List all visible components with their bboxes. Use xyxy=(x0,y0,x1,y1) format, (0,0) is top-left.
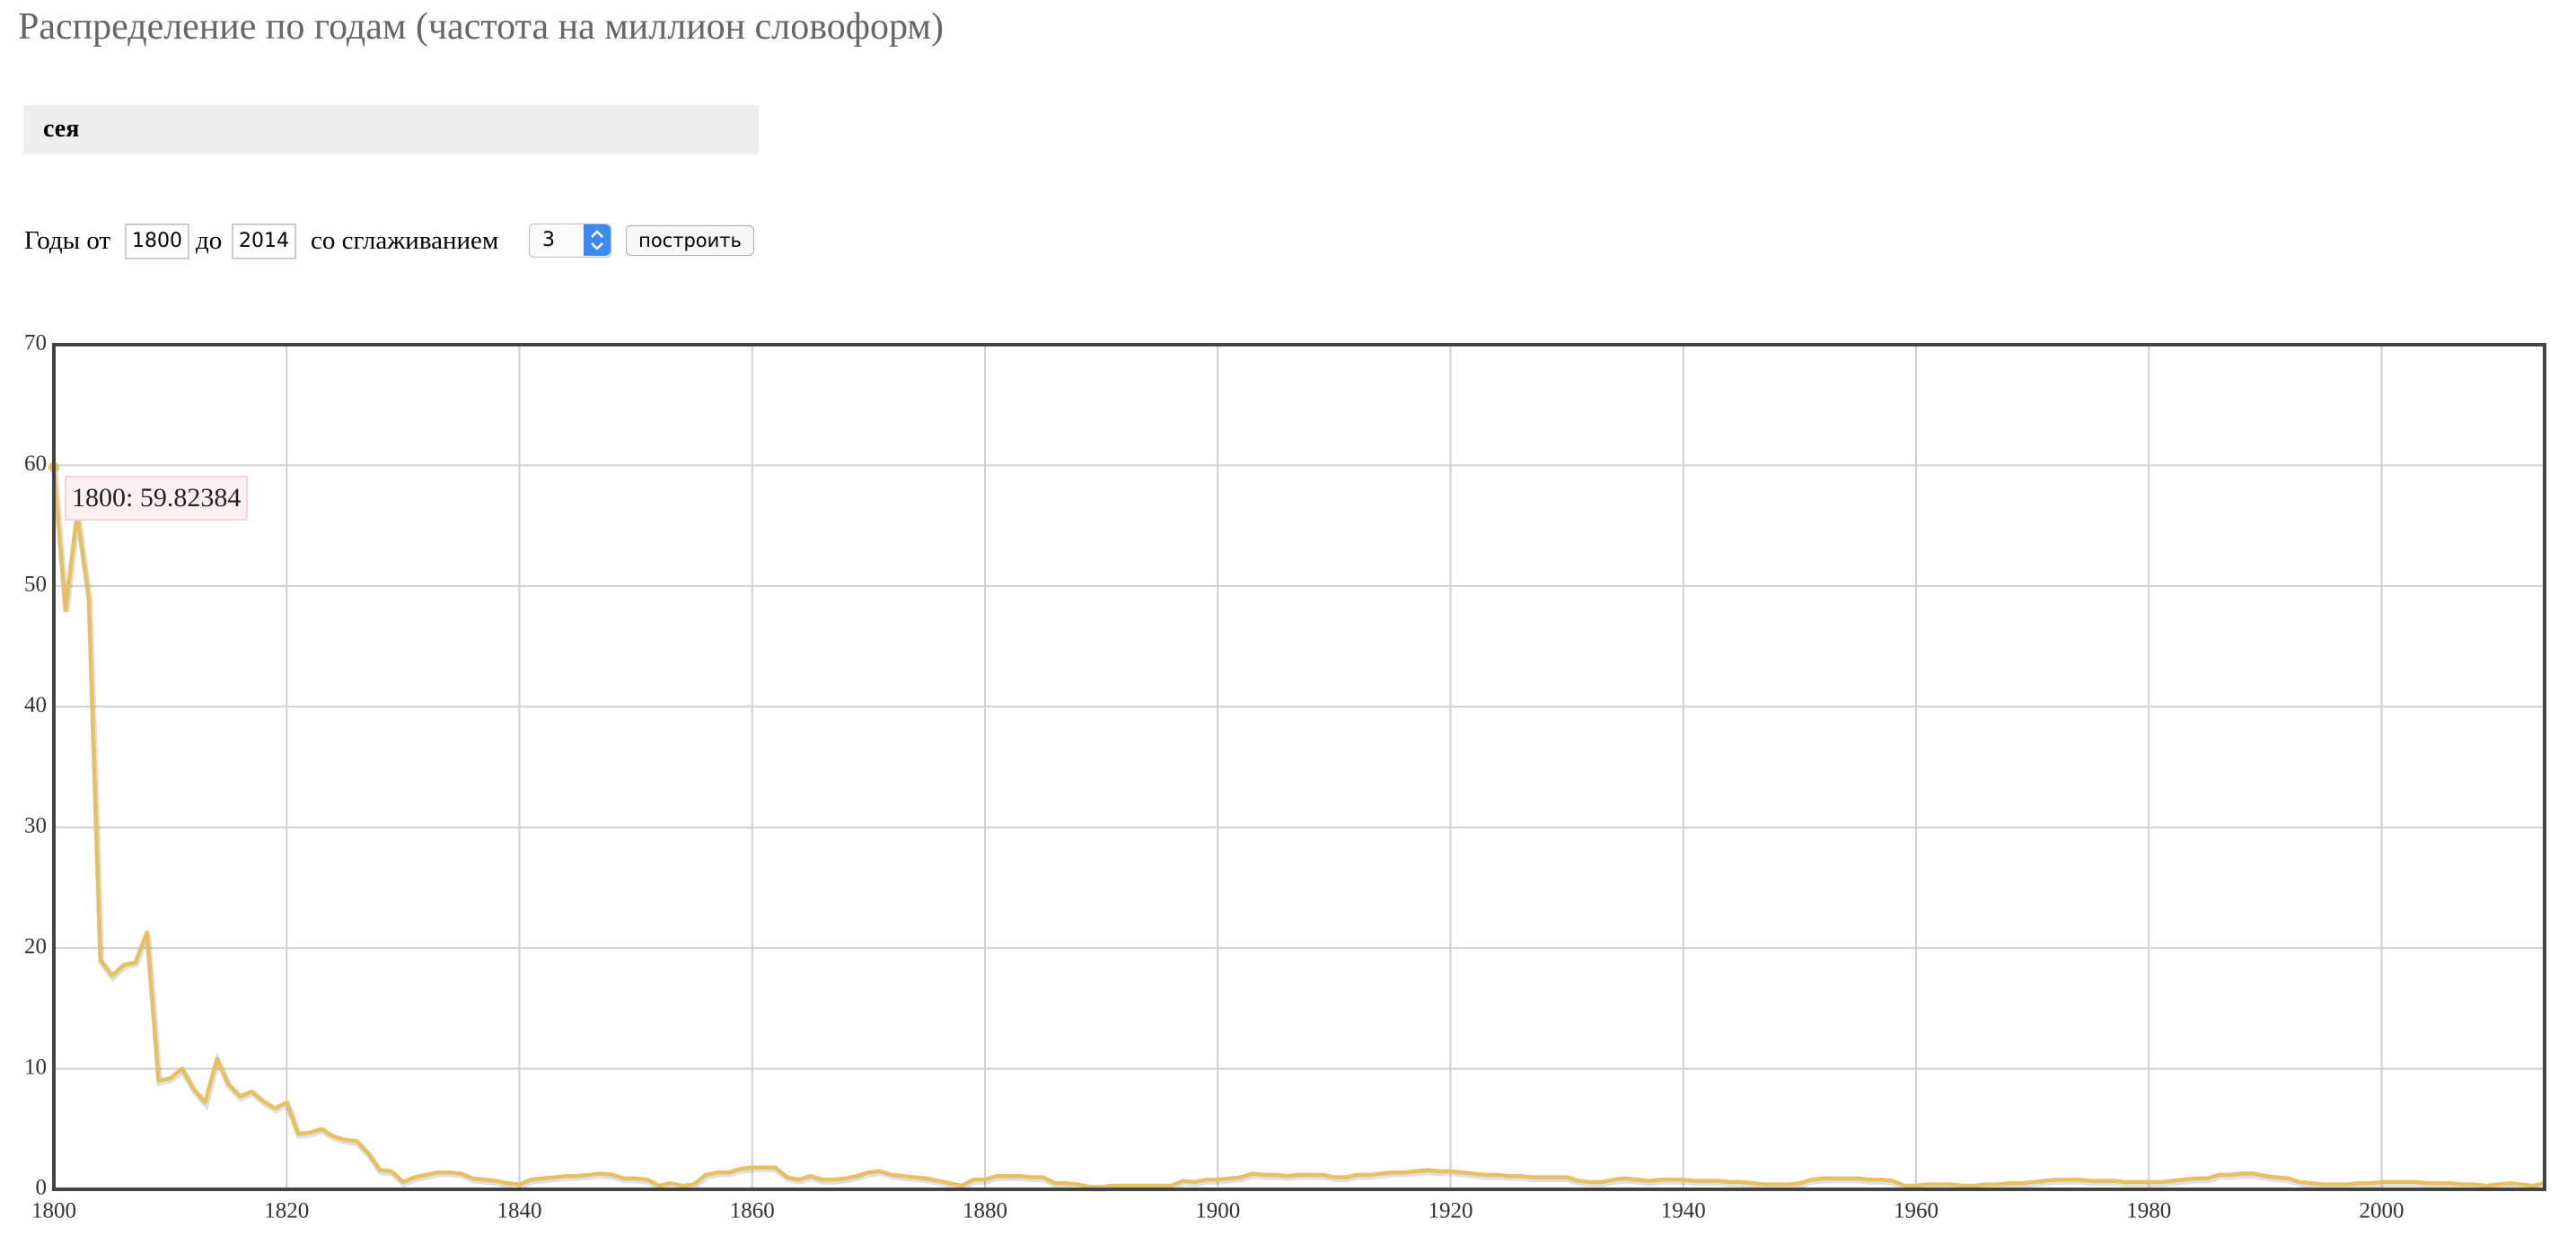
smooth-value: 3 xyxy=(542,229,555,251)
x-tick-label: 1900 xyxy=(1195,1199,1240,1223)
x-tick-label: 1860 xyxy=(730,1199,775,1223)
from-input[interactable]: 1800 xyxy=(125,224,189,259)
x-tick-label: 1940 xyxy=(1661,1199,1706,1223)
x-tick-label: 1880 xyxy=(963,1199,1007,1223)
y-tick-label: 40 xyxy=(24,693,47,717)
x-tick-label: 1980 xyxy=(2126,1199,2171,1223)
plot-frame xyxy=(52,343,2546,1191)
query-box[interactable] xyxy=(23,105,759,154)
y-tick-label: 50 xyxy=(24,573,47,597)
x-tick-label: 1920 xyxy=(1429,1199,1473,1223)
data-line xyxy=(51,467,2545,1189)
y-tick-label: 10 xyxy=(24,1055,47,1079)
select-arrow[interactable] xyxy=(584,224,611,256)
from-label: Годы от xyxy=(24,226,111,255)
build-button[interactable]: построить xyxy=(626,225,754,256)
x-tick-label: 2000 xyxy=(2360,1199,2405,1223)
page-title: Распределение по годам (частота на милли… xyxy=(18,6,944,48)
x-tick-label: 1960 xyxy=(1894,1199,1939,1223)
tooltip: 1800: 59.82384 xyxy=(65,476,249,521)
line-shadow xyxy=(51,469,2546,1192)
to-input[interactable]: 2014 xyxy=(232,224,296,259)
y-tick-label: 30 xyxy=(24,813,47,837)
x-tick-label: 1820 xyxy=(264,1199,309,1223)
to-label: до xyxy=(196,226,223,255)
smooth-label: со сглаживанием xyxy=(311,226,499,255)
x-tick-label: 1840 xyxy=(497,1199,542,1223)
y-tick-label: 60 xyxy=(24,451,47,476)
query-text: сея xyxy=(43,115,80,143)
y-tick-label: 20 xyxy=(24,934,47,959)
y-tick-label: 70 xyxy=(24,331,47,355)
arrow-icon xyxy=(591,230,603,250)
x-tick-label: 1800 xyxy=(31,1199,76,1223)
y-tick-label: 0 xyxy=(36,1176,48,1200)
